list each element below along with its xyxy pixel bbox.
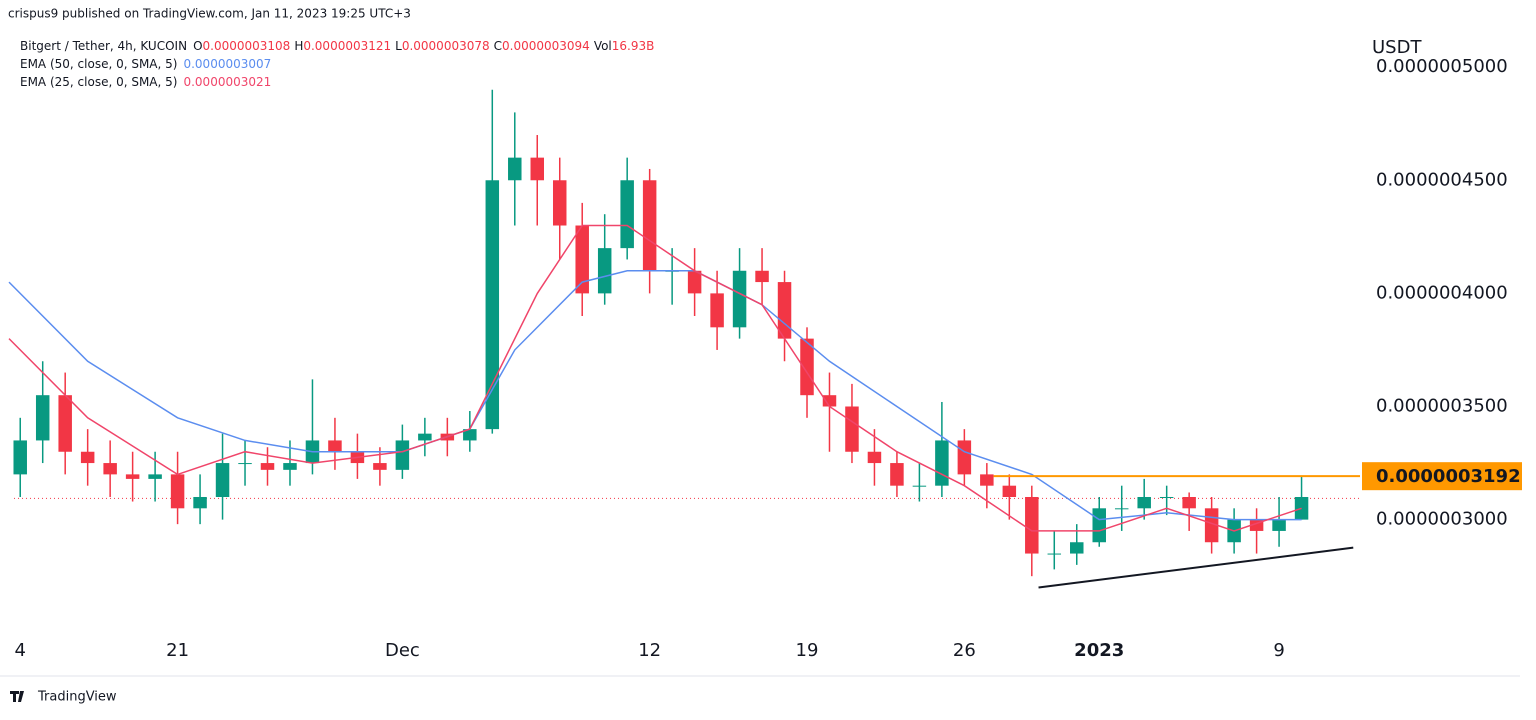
ema-line xyxy=(8,270,1302,521)
candle-body xyxy=(485,180,500,430)
x-tick-label: 9 xyxy=(1273,640,1284,661)
candle-body xyxy=(642,180,657,271)
candle-body xyxy=(822,395,837,407)
candle-body xyxy=(125,474,140,479)
x-tick-label: 21 xyxy=(166,640,189,661)
x-tick-label: 26 xyxy=(953,640,976,661)
ohlc-value: 0.0000003094 xyxy=(502,39,590,53)
x-tick-label: 19 xyxy=(796,640,819,661)
currency: USDT xyxy=(1372,37,1422,58)
legend-row: EMA (25, close, 0, SMA, 5) 0.0000003021 xyxy=(20,75,271,89)
candle-body xyxy=(13,440,27,475)
candle-body xyxy=(328,440,342,452)
candle-body xyxy=(597,248,612,294)
trendline xyxy=(1038,546,1354,589)
candle-body xyxy=(845,406,859,452)
candle-body xyxy=(1092,508,1106,543)
symbol: Bitgert / Tether, 4h, KUCOIN xyxy=(20,39,187,53)
candle-body xyxy=(1137,496,1151,509)
legend: Bitgert / Tether, 4h, KUCOIN O0.000000310… xyxy=(20,39,654,89)
candle-body xyxy=(80,451,95,464)
x-tick-label: 4 xyxy=(15,640,26,661)
candle-body xyxy=(1002,485,1017,497)
candle-body xyxy=(552,180,567,226)
candle-body xyxy=(1047,553,1062,555)
ohlc-key: L xyxy=(395,39,402,53)
price-tag xyxy=(1362,462,1522,491)
logo xyxy=(10,691,24,702)
candle-body xyxy=(687,270,702,294)
ohlc-value: 0.0000003078 xyxy=(402,39,490,53)
legend-value: 0.0000003021 xyxy=(183,75,271,89)
candle-body xyxy=(508,157,522,181)
y-tick-label: 0.0000005000 xyxy=(1376,56,1508,77)
candle-body xyxy=(238,463,252,465)
candle-body xyxy=(1272,519,1286,531)
candle-body xyxy=(193,496,207,509)
candle-body xyxy=(1249,519,1264,531)
ohlc-value: 0.0000003108 xyxy=(203,39,291,53)
legend-row: EMA (50, close, 0, SMA, 5) 0.0000003007 xyxy=(20,57,271,71)
candle-body xyxy=(1159,496,1174,498)
ohlc-key: O xyxy=(193,39,202,53)
ohlc-key: C xyxy=(494,39,502,53)
candle-body xyxy=(957,440,972,475)
candle-body xyxy=(890,463,904,486)
ohlc-key: H xyxy=(294,39,303,53)
ohlc-value: 16.93B xyxy=(612,39,655,53)
legend-name: EMA (25, close, 0, SMA, 5) xyxy=(20,75,177,89)
ohlc-value: 0.0000003121 xyxy=(303,39,391,53)
candle-body xyxy=(418,433,432,441)
price-tag-label: 0.0000003192 xyxy=(1376,466,1521,487)
legend-name: EMA (50, close, 0, SMA, 5) xyxy=(20,57,177,71)
y-tick-label: 0.0000003000 xyxy=(1376,509,1508,530)
x-tick-label: 12 xyxy=(638,640,661,661)
plot xyxy=(8,89,1360,577)
candle-body xyxy=(1070,542,1084,554)
x-tick-label: 2023 xyxy=(1074,640,1124,661)
candle-body xyxy=(755,270,769,283)
candle-body xyxy=(710,293,724,328)
candle-body xyxy=(373,463,387,470)
y-tick-label: 0.0000004500 xyxy=(1376,169,1508,190)
legend-row: Bitgert / Tether, 4h, KUCOIN O0.000000310… xyxy=(20,39,654,53)
candle-body xyxy=(867,451,882,464)
legend-value: 0.0000003007 xyxy=(183,57,271,71)
candle-body xyxy=(1025,496,1039,554)
candle-body xyxy=(1114,508,1129,510)
candle-body xyxy=(912,485,927,487)
y-tick-label: 0.0000004000 xyxy=(1376,282,1508,303)
candle-body xyxy=(1182,496,1196,509)
candle-body xyxy=(170,474,185,509)
candle-body xyxy=(800,338,814,396)
candle-body xyxy=(215,463,230,497)
footer: TradingView xyxy=(37,690,117,705)
candle-body xyxy=(260,463,275,470)
candle-body xyxy=(395,440,410,470)
x-tick-label: Dec xyxy=(385,640,420,661)
ohlc-key: Vol xyxy=(594,39,612,53)
candle-body xyxy=(35,395,50,441)
candle-body xyxy=(463,429,477,441)
candle-body xyxy=(575,225,589,294)
candle-body xyxy=(935,440,949,486)
candle-body xyxy=(980,474,994,486)
ema-line xyxy=(8,224,1302,532)
candle-body xyxy=(103,463,117,475)
candle-body xyxy=(148,474,162,479)
candle-body xyxy=(530,157,544,181)
candle-body xyxy=(620,180,634,249)
candle-body xyxy=(283,463,297,470)
header: crispus9 published on TradingView.com, J… xyxy=(8,7,411,21)
y-tick-label: 0.0000003500 xyxy=(1376,396,1508,417)
candle-body xyxy=(732,270,747,328)
candle-body xyxy=(777,282,792,339)
candle-body xyxy=(58,395,72,452)
